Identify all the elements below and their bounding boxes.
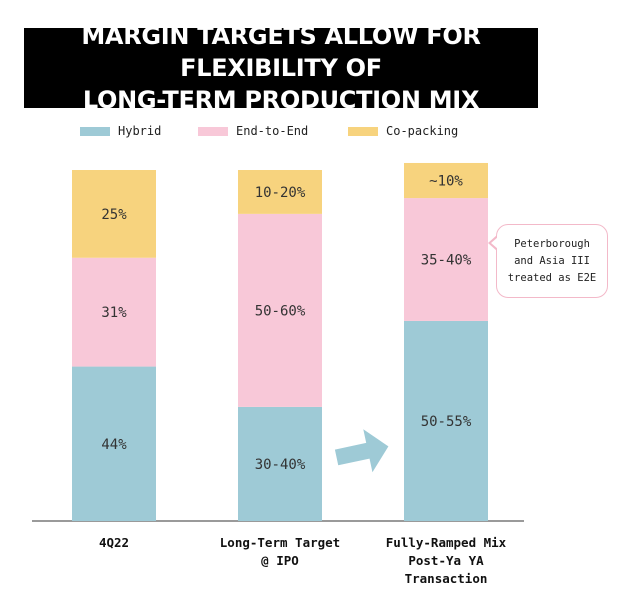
bar-segment-hybrid-3: [404, 320, 488, 521]
category-label-1: 4Q22: [99, 535, 129, 550]
data-label-co-packing-2: 10-20%: [255, 185, 306, 201]
data-label-hybrid-3: 50-55%: [421, 414, 472, 430]
data-label-hybrid-1: 44%: [101, 437, 127, 453]
legend-label-hybrid: Hybrid: [118, 124, 162, 138]
chart-title: MARGIN TARGETS ALLOW FOR FLEXIBILITY OF …: [81, 22, 481, 114]
legend-label-co-packing: Co-packing: [386, 124, 459, 138]
bar-segment-hybrid-2: [238, 406, 322, 521]
legend-item-end-to-end: End-to-End: [198, 124, 308, 138]
bar-segment-hybrid-1: [72, 366, 156, 521]
bar-segment-end-to-end-2: [238, 213, 322, 407]
data-label-hybrid-2: 30-40%: [255, 457, 306, 473]
legend-swatch-end-to-end: [198, 126, 228, 136]
title-banner: MARGIN TARGETS ALLOW FOR FLEXIBILITY OF …: [24, 22, 538, 114]
bar-segment-co-packing-3: [404, 162, 488, 199]
bar-segment-end-to-end-3: [404, 198, 488, 321]
callout-text: Peterborough and Asia III treated as E2E: [507, 237, 597, 284]
data-label-end-to-end-1: 31%: [101, 305, 127, 321]
data-label-co-packing-1: 25%: [101, 207, 127, 223]
bar-segment-co-packing-1: [72, 170, 156, 258]
category-label-2: Long-Term Target @ IPO: [220, 535, 340, 568]
transition-arrow-icon: [334, 429, 389, 473]
legend-item-co-packing: Co-packing: [348, 124, 458, 138]
legend-label-end-to-end: End-to-End: [236, 124, 309, 138]
data-label-end-to-end-3: 35-40%: [421, 253, 472, 269]
callout-pointer-fill: [491, 237, 498, 249]
bar-segment-co-packing-2: [238, 170, 322, 214]
data-label-end-to-end-2: 50-60%: [255, 303, 306, 319]
bar-segment-end-to-end-1: [72, 257, 156, 367]
legend-swatch-hybrid: [80, 126, 110, 136]
legend-swatch-co-packing: [348, 126, 378, 136]
category-label-3: Fully-Ramped Mix Post-Ya YA Transaction: [386, 535, 507, 586]
callout-box: Peterborough and Asia III treated as E2E: [496, 224, 608, 298]
legend-item-hybrid: Hybrid: [80, 124, 161, 138]
data-label-co-packing-3: ~10%: [429, 174, 463, 190]
